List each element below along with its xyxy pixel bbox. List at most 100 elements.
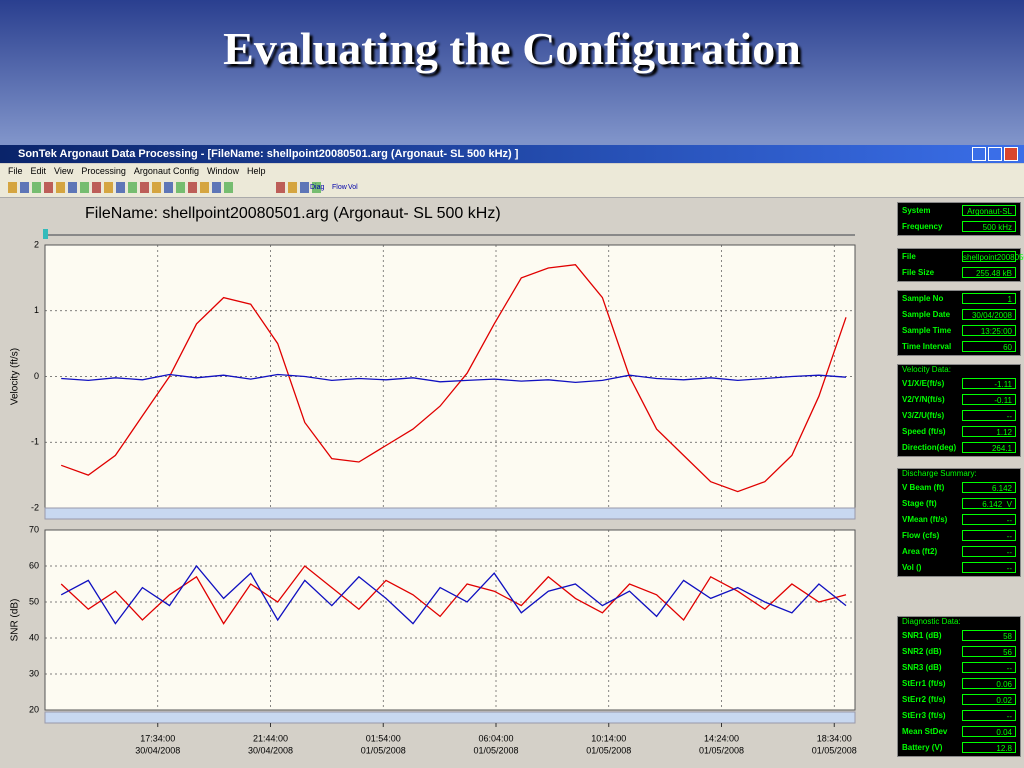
window-controls[interactable] xyxy=(972,147,1020,161)
menu-item[interactable]: View xyxy=(54,166,74,176)
info-value: 56 xyxy=(962,646,1016,657)
toolbar-icon[interactable] xyxy=(80,182,89,193)
info-row: V Beam (ft) 6.142 xyxy=(898,480,1020,496)
h-scrollbar[interactable] xyxy=(44,507,856,520)
info-row: Stage (ft) 6.142 V xyxy=(898,496,1020,512)
x-tick-label: 10:14:00 xyxy=(591,733,626,743)
x-tick-label: 21:44:00 xyxy=(253,733,288,743)
y-tick-label: 60 xyxy=(29,560,39,570)
menu-item[interactable]: Help xyxy=(246,166,266,176)
toolbar-icon[interactable] xyxy=(92,182,101,193)
toolbar-icon[interactable] xyxy=(200,182,209,193)
info-row: File shellpoint20080501 xyxy=(898,249,1024,265)
info-value: 0.06 xyxy=(962,678,1016,689)
info-value: 6.142 V xyxy=(962,498,1016,509)
x-tick-label: 01/05/2008 xyxy=(699,745,744,755)
info-value: -- xyxy=(962,546,1016,557)
slider-thumb[interactable] xyxy=(43,229,48,239)
menu-item[interactable]: Edit xyxy=(30,166,47,176)
toolbar-icon[interactable] xyxy=(68,182,77,193)
toolbar-icon[interactable] xyxy=(212,182,221,193)
toolbar-icon[interactable] xyxy=(288,182,297,193)
y-axis-label: SNR (dB) xyxy=(10,599,21,642)
info-value: 12.8 xyxy=(962,742,1016,753)
y-axis-label: Velocity (ft/s) xyxy=(10,348,21,405)
app-window: SonTek Argonaut Data Processing - [FileN… xyxy=(0,145,1024,768)
info-value: 1 xyxy=(962,293,1016,304)
info-row: StErr2 (ft/s) 0.02 xyxy=(898,692,1020,708)
info-row: StErr3 (ft/s) -- xyxy=(898,708,1020,724)
toolbar-icon[interactable] xyxy=(312,182,321,193)
h-scrollbar[interactable] xyxy=(44,711,856,724)
menu-item[interactable]: Processing xyxy=(81,166,126,176)
info-row: VMean (ft/s) -- xyxy=(898,512,1020,528)
minimize-button[interactable] xyxy=(972,147,986,161)
data-line xyxy=(60,564,847,625)
info-label: Sample Time xyxy=(902,326,952,335)
info-group: Velocity Data: V1/X/E(ft/s) -1.11 V2/Y/N(ft… xyxy=(897,364,1021,457)
toolbar-icon[interactable] xyxy=(300,182,309,193)
info-label: SNR2 (dB) xyxy=(902,647,942,656)
close-button[interactable] xyxy=(1004,147,1018,161)
x-tick-label: 01/05/2008 xyxy=(812,745,857,755)
info-row: Flow (cfs) -- xyxy=(898,528,1020,544)
chart-header: FileName: shellpoint20080501.arg (Argona… xyxy=(85,205,501,222)
info-row: Sample No 1 xyxy=(898,291,1020,307)
y-tick-label: 50 xyxy=(29,596,39,606)
info-row: SNR1 (dB) 58 xyxy=(898,628,1020,644)
x-tick-label: 01:54:00 xyxy=(366,733,401,743)
info-label: File xyxy=(902,252,916,261)
toolbar-icon[interactable] xyxy=(152,182,161,193)
group-heading: Diagnostic Data: xyxy=(902,617,961,626)
toolbar-button[interactable]: Flow xyxy=(332,184,347,191)
toolbar-icon[interactable] xyxy=(44,182,53,193)
slide-title: Evaluating the Configuration xyxy=(223,23,801,74)
toolbar-icon[interactable] xyxy=(164,182,173,193)
info-value: 0.02 xyxy=(962,694,1016,705)
toolbar-icon[interactable] xyxy=(8,182,17,193)
info-row: StErr1 (ft/s) 0.06 xyxy=(898,676,1020,692)
y-tick-label: 30 xyxy=(29,668,39,678)
info-label: Sample No xyxy=(902,294,944,303)
info-row: SNR2 (dB) 56 xyxy=(898,644,1020,660)
menu-bar: File Edit View Processing Argonaut Config Win… xyxy=(0,164,1024,179)
toolbar-icon[interactable] xyxy=(56,182,65,193)
toolbar-icon[interactable] xyxy=(188,182,197,193)
maximize-button[interactable] xyxy=(988,147,1002,161)
toolbar-icon[interactable] xyxy=(276,182,285,193)
toolbar-button[interactable]: Diag xyxy=(310,184,325,191)
info-value: 30/04/2008 xyxy=(962,309,1016,320)
info-value: 60 xyxy=(962,341,1016,352)
info-group: Sample No 1 Sample Date 30/04/2008 Sample Ti… xyxy=(897,290,1021,356)
toolbar-icon[interactable] xyxy=(176,182,185,193)
info-value: 58 xyxy=(962,630,1016,641)
info-row: Battery (V) 12.8 xyxy=(898,740,1020,756)
info-value: -- xyxy=(962,530,1016,541)
info-row: Sample Time 13:25:00 xyxy=(898,323,1020,339)
info-label: V Beam (ft) xyxy=(902,483,945,492)
info-value: -- xyxy=(962,514,1016,525)
x-tick-label: 01/05/2008 xyxy=(361,745,406,755)
toolbar-button[interactable]: Vol xyxy=(348,184,358,191)
info-label: VMean (ft/s) xyxy=(902,515,948,524)
y-tick-label: 70 xyxy=(29,524,39,534)
info-label: StErr3 (ft/s) xyxy=(902,711,946,720)
toolbar-icon[interactable] xyxy=(224,182,233,193)
menu-item[interactable]: File xyxy=(8,166,23,176)
info-label: Frequency xyxy=(902,222,943,231)
toolbar-icon[interactable] xyxy=(140,182,149,193)
menu-item[interactable]: Argonaut Config xyxy=(133,166,199,176)
menu-item[interactable]: Window xyxy=(206,166,239,176)
toolbar-icon[interactable] xyxy=(32,182,41,193)
y-tick-label: 2 xyxy=(34,239,39,249)
toolbar-icon[interactable] xyxy=(128,182,137,193)
y-tick-label: -2 xyxy=(31,502,39,512)
toolbar-icon[interactable] xyxy=(104,182,113,193)
info-label: Vol () xyxy=(902,563,922,572)
toolbar-icon[interactable] xyxy=(20,182,29,193)
y-tick-label: 20 xyxy=(29,704,39,714)
y-tick-label: 0 xyxy=(34,371,39,381)
info-value: 1.12 xyxy=(962,426,1016,437)
info-label: V1/X/E(ft/s) xyxy=(902,379,945,388)
toolbar-icon[interactable] xyxy=(116,182,125,193)
